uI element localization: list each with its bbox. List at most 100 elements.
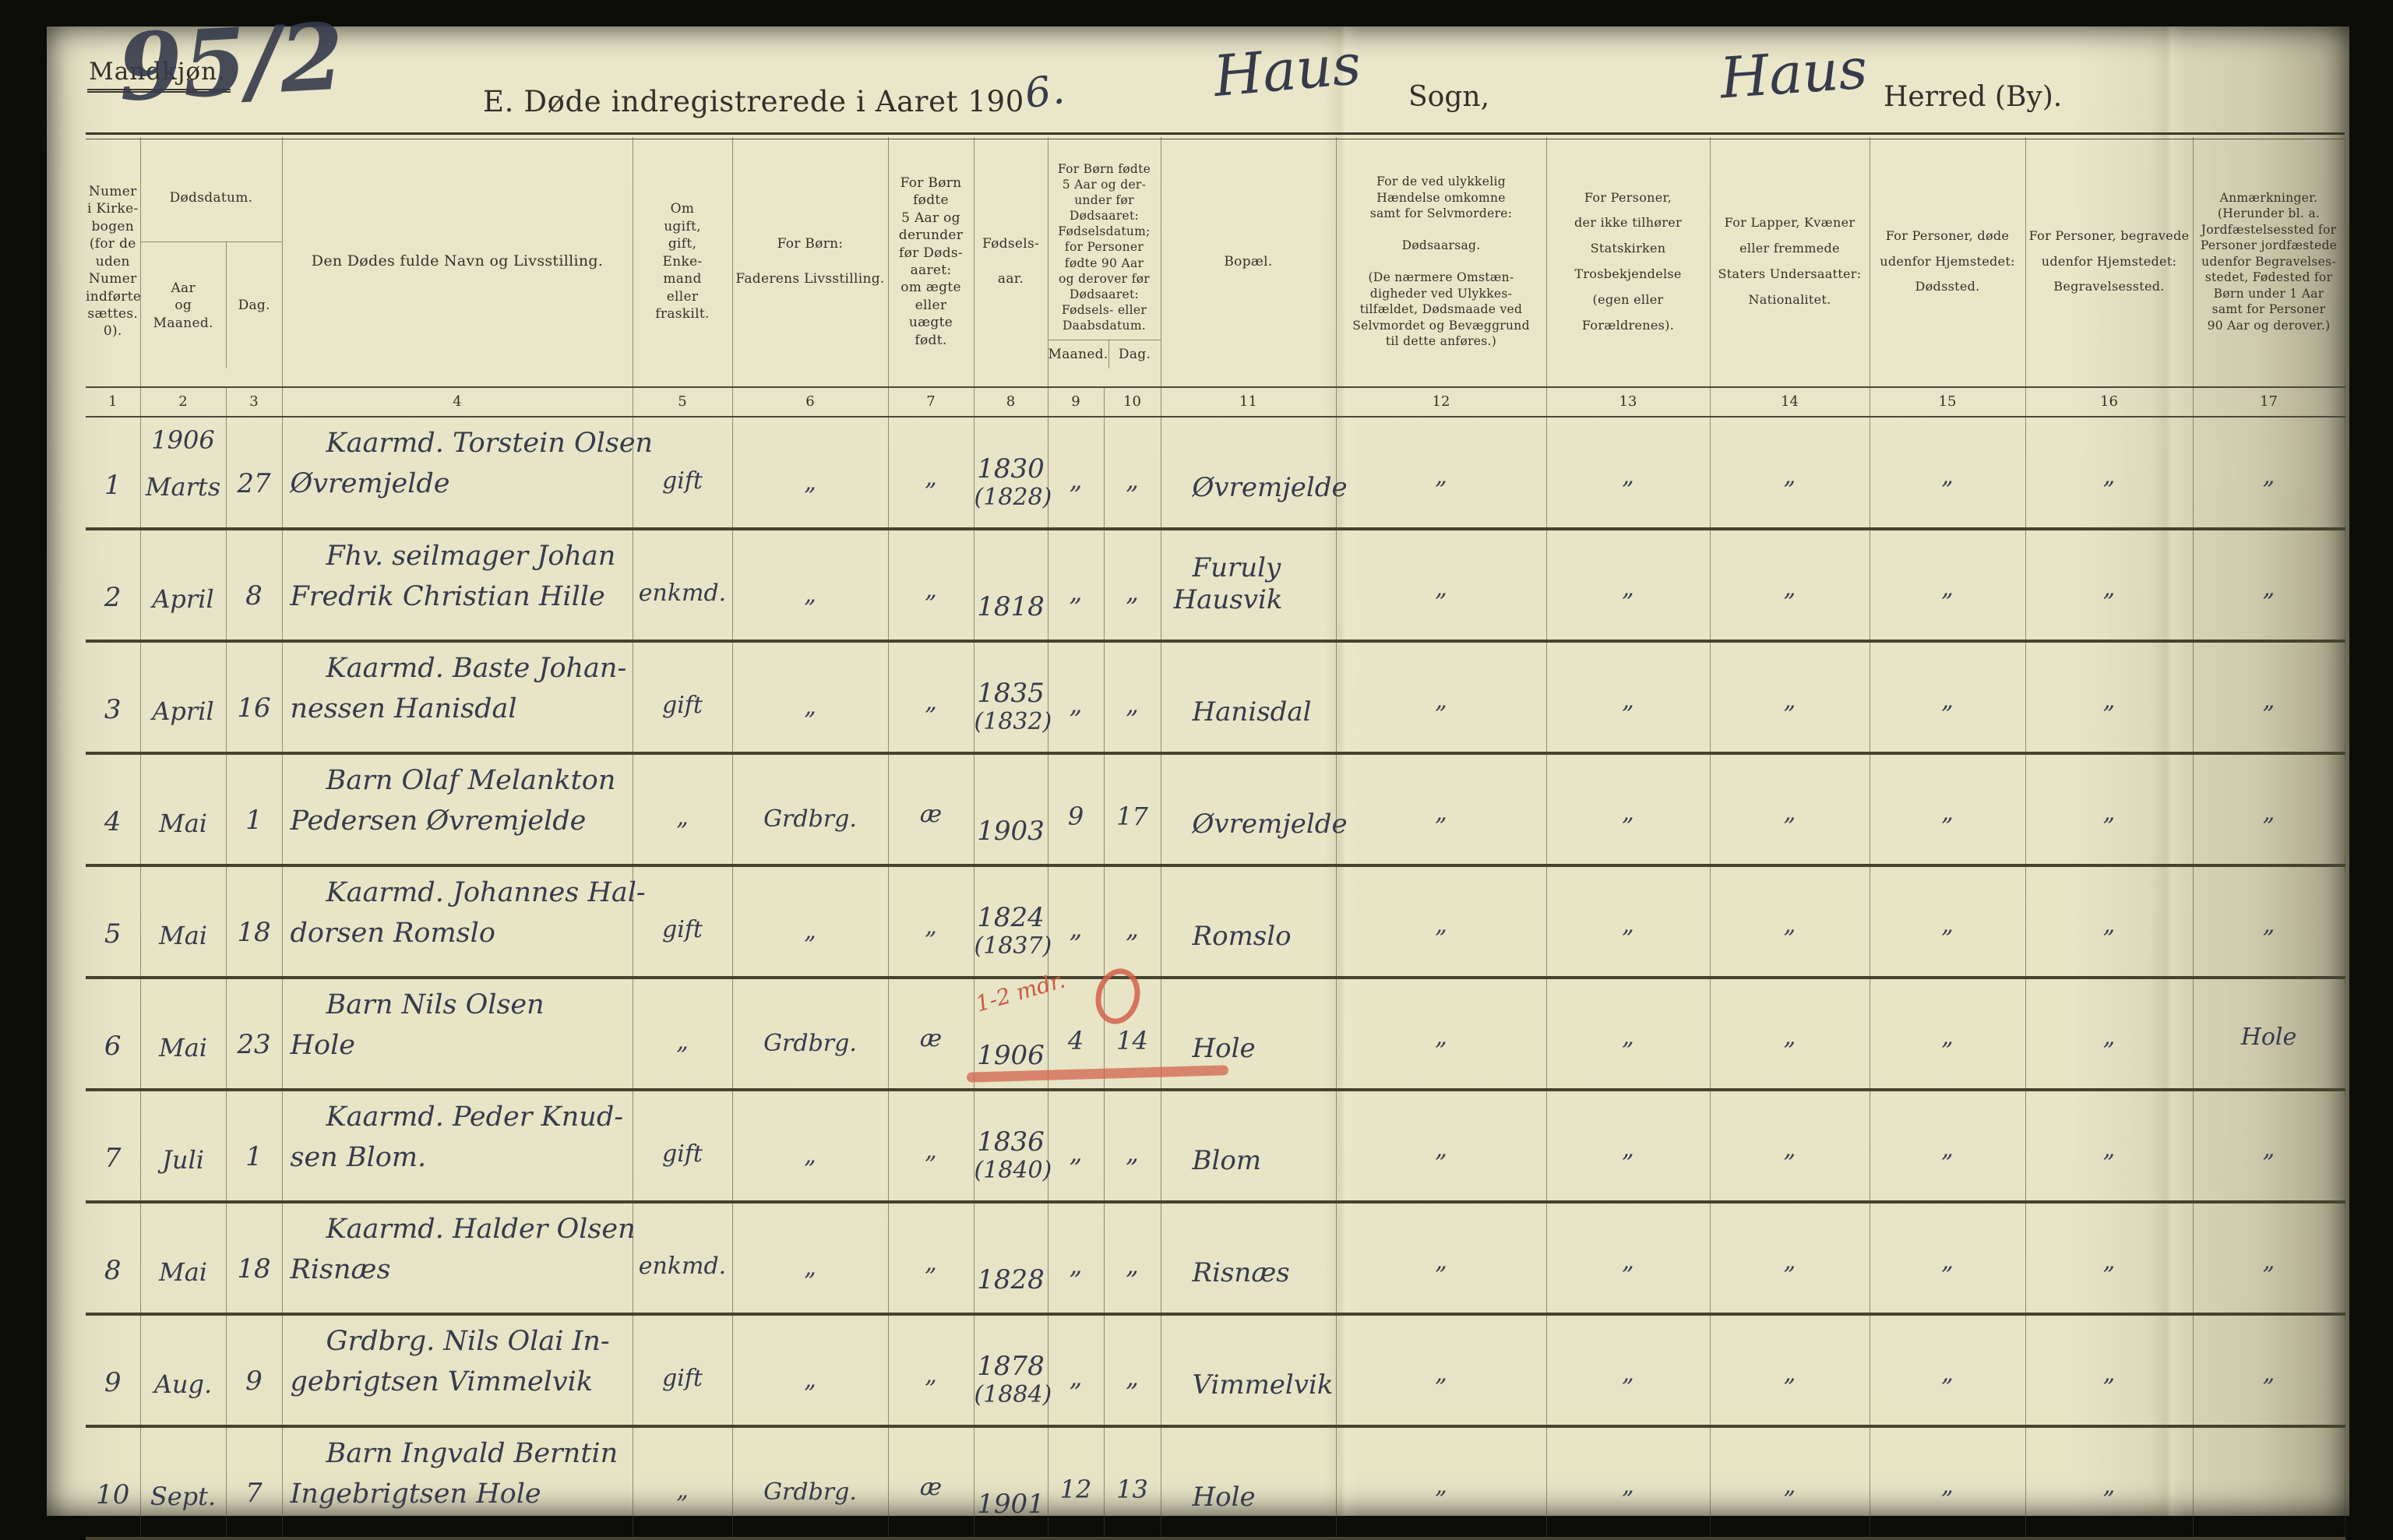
cell-residence: Øvremjelde — [1161, 416, 1348, 530]
cell-marital-status: „ — [633, 1425, 733, 1540]
cell-death-day: 16 — [226, 640, 283, 755]
cell-birth-month: 9 — [1048, 752, 1105, 867]
name-line-1: Barn Olaf Melankton — [326, 764, 616, 796]
column-number: 7 — [888, 386, 974, 418]
death-month: Mai — [158, 920, 208, 950]
cell-birth-day: 17 — [1104, 752, 1161, 867]
cell-death-day: 1 — [226, 1089, 283, 1203]
residence-line-1: Hole — [1192, 1482, 1256, 1514]
column-headers-row: Numer i Kirke- bogen (for de uden Numer … — [86, 137, 2345, 387]
cell-birth-day: „ — [1104, 1089, 1161, 1203]
cell-birth-day: 13 — [1104, 1425, 1161, 1540]
cell-legitimacy: „ — [888, 1313, 974, 1428]
cell-remarks — [2193, 1425, 2345, 1540]
cell-father-occupation: Grdbrg. — [732, 977, 889, 1091]
birth-year-main: 1830 — [977, 453, 1045, 485]
column-number: 15 — [1870, 386, 2026, 418]
column-number: 8 — [974, 386, 1048, 418]
residence-line-1: Hole — [1192, 1033, 1256, 1065]
col-header-father-occupation: For Børn: Faderens Livsstilling. — [732, 137, 889, 387]
cell-cause-of-death: „ — [1336, 752, 1547, 867]
cell-religion: „ — [1546, 977, 1711, 1091]
cell-marital-status: enkmd. — [633, 528, 733, 643]
cell-death-year-month: Sept. — [140, 1425, 227, 1540]
col-header-death-date-group: Dødsdatum. Aar og Maaned. Dag. — [140, 137, 283, 387]
cell-birth-day: „ — [1104, 1201, 1161, 1316]
cell-residence: Blom — [1161, 1089, 1337, 1203]
cell-cause-of-death: „ — [1336, 1201, 1547, 1316]
cell-cause-of-death: „ — [1336, 1089, 1547, 1203]
cell-residence: Hole — [1161, 1425, 1337, 1540]
cell-residence: Romslo — [1161, 865, 1337, 979]
cell-entry-number: 5 — [86, 865, 141, 979]
cell-death-day: 7 — [226, 1425, 283, 1540]
birth-year-main: 1835 — [977, 678, 1045, 710]
cell-birth-day: „ — [1104, 1313, 1161, 1428]
birth-year-paren: (1832) — [974, 707, 1052, 735]
birth-year-main: 1903 — [977, 816, 1045, 848]
death-month: Mai — [158, 1032, 208, 1062]
cell-father-occupation: „ — [732, 1201, 889, 1316]
page-title: E. Døde indregistrerede i Aaret 1906. — [483, 66, 1067, 122]
cell-burial-place: „ — [2025, 640, 2194, 755]
name-line-1: Kaarmd. Halder Olsen — [326, 1213, 636, 1245]
name-line-2: Ingebrigtsen Hole — [290, 1478, 541, 1510]
death-month: April — [152, 696, 214, 726]
parish-name-handwritten: Haus — [1211, 30, 1364, 110]
cell-name-occupation: Kaarmd. Halder Olsen Risnæs — [282, 1201, 636, 1316]
sex-label: Mandkjøn. — [87, 58, 231, 93]
cell-remarks: Hole — [2193, 977, 2345, 1091]
cell-place-of-death: „ — [1870, 640, 2026, 755]
cell-birth-day: „ — [1104, 865, 1161, 979]
name-line-2: Risnæs — [290, 1253, 391, 1285]
column-number: 16 — [2025, 386, 2194, 418]
cell-death-year-month: April — [140, 640, 227, 755]
birth-year-main: 1818 — [977, 591, 1045, 623]
cell-burial-place: „ — [2025, 977, 2194, 1091]
death-month: Mai — [158, 1256, 208, 1287]
cell-death-day: 27 — [226, 416, 283, 530]
register-row: 8 Mai 18 Kaarmd. Halder Olsen Risnæs enk… — [86, 1201, 2345, 1316]
death-month: Marts — [145, 471, 221, 502]
cell-residence: Øvremjelde — [1161, 752, 1348, 867]
cell-nationality: „ — [1710, 640, 1870, 755]
cell-place-of-death: „ — [1870, 1089, 2026, 1203]
col-header-death-year-month: Aar og Maaned. — [153, 280, 213, 331]
cell-birth-month: „ — [1048, 640, 1105, 755]
cell-birth-year: 1818 — [974, 528, 1048, 643]
cell-death-year-month: Juli — [140, 1089, 227, 1203]
cell-death-year-month: Mai — [140, 1201, 227, 1316]
death-month: Juli — [162, 1144, 204, 1175]
col-header-burial-place: For Personer, begravede udenfor Hjemsted… — [2025, 137, 2194, 387]
cell-remarks: „ — [2193, 640, 2345, 755]
cell-birth-day: „ — [1104, 640, 1161, 755]
cell-entry-number: 2 — [86, 528, 141, 643]
cell-nationality: „ — [1710, 1089, 1870, 1203]
cell-place-of-death: „ — [1870, 416, 2026, 530]
cell-burial-place: „ — [2025, 1201, 2194, 1316]
residence-line-1: Øvremjelde — [1192, 472, 1348, 504]
cell-name-occupation: Kaarmd. Peder Knud- sen Blom. — [282, 1089, 633, 1203]
page-title-printed: E. Døde indregistrerede i Aaret 190 — [483, 85, 1024, 118]
birth-year-paren: (1828) — [974, 483, 1052, 511]
col-header-death-day: Dag. — [225, 242, 282, 369]
name-line-1: Kaarmd. Baste Johan- — [326, 652, 627, 684]
cell-legitimacy: „ — [888, 1089, 974, 1203]
cell-birth-year: 1836 (1840) — [974, 1089, 1052, 1203]
register-row: 6 Mai 23 Barn Nils Olsen Hole „ Grdbrg. … — [86, 964, 2345, 1091]
name-line-1: Kaarmd. Torstein Olsen — [326, 427, 654, 459]
register-row: 2 April 8 Fhv. seilmager Johan Fredrik C… — [86, 528, 2345, 643]
cell-remarks: „ — [2193, 528, 2345, 643]
cell-remarks: „ — [2193, 752, 2345, 867]
cell-burial-place: „ — [2025, 865, 2194, 979]
cell-marital-status: „ — [633, 752, 733, 867]
cell-birth-year: 1901 — [974, 1425, 1048, 1540]
birth-year-main: 1836 — [977, 1126, 1045, 1158]
cell-father-occupation: „ — [732, 865, 889, 979]
register-row: 5 Mai 18 Kaarmd. Johannes Hal- dorsen Ro… — [86, 865, 2345, 979]
cell-entry-number: 7 — [86, 1089, 141, 1203]
cell-death-day: 23 — [226, 977, 283, 1091]
cell-entry-number: 10 — [86, 1425, 141, 1540]
cell-religion: „ — [1546, 1089, 1711, 1203]
cell-death-day: 18 — [226, 1201, 283, 1316]
